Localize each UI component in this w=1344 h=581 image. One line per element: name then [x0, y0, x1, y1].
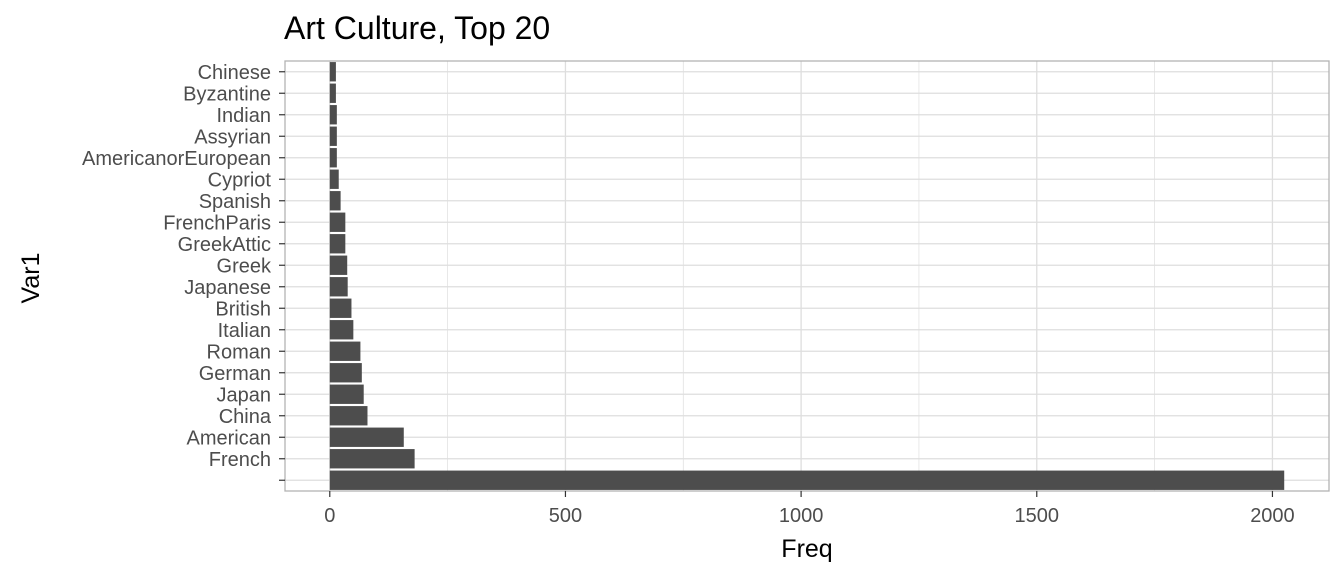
- x-tick-label: 1500: [1015, 505, 1060, 527]
- bar: [329, 169, 339, 189]
- x-tick-label: 2000: [1250, 505, 1295, 527]
- bar: [329, 105, 337, 125]
- bar: [329, 191, 341, 211]
- bar: [329, 277, 348, 297]
- bar: [329, 83, 336, 103]
- bar: [329, 212, 346, 232]
- y-tick-label: Chinese: [198, 62, 271, 84]
- bar: [329, 384, 364, 404]
- panel-border: [284, 60, 1330, 492]
- bar: [329, 406, 368, 426]
- x-axis-title: Freq: [781, 535, 832, 563]
- bar: [329, 126, 337, 146]
- y-tick-label: Roman: [207, 341, 271, 363]
- y-tick-label: AmericanorEuropean: [82, 148, 271, 170]
- y-tick-label: British: [215, 298, 271, 320]
- y-tick-label: Japan: [217, 384, 272, 406]
- y-tick-label: GreekAttic: [178, 234, 271, 256]
- bar: [329, 320, 354, 340]
- bar: [329, 255, 348, 275]
- y-tick-label: Greek: [217, 255, 272, 277]
- y-tick-label: Cypriot: [208, 169, 272, 191]
- grid-lines: [285, 61, 1329, 491]
- y-tick-label: Italian: [218, 320, 271, 342]
- bar: [329, 363, 362, 383]
- y-tick-label: FrenchParis: [163, 212, 271, 234]
- bar: [329, 298, 352, 318]
- x-tick-label: 500: [549, 505, 582, 527]
- y-axis-title: Var1: [17, 253, 45, 304]
- bar: [329, 62, 336, 82]
- bar: [329, 148, 337, 168]
- y-tick-label: Japanese: [184, 277, 271, 299]
- x-tick-label: 1000: [779, 505, 824, 527]
- y-tick-label: Indian: [217, 105, 272, 127]
- x-axis-ticks: 0 500 1000 1500 2000: [324, 491, 1295, 527]
- chart-title: Art Culture, Top 20: [284, 10, 550, 46]
- y-axis-ticks: FrenchAmericanChinaJapanGermanRomanItali…: [82, 62, 285, 481]
- y-tick-label: Byzantine: [183, 83, 271, 105]
- y-tick-label: China: [219, 406, 272, 428]
- y-tick-label: American: [187, 427, 271, 449]
- y-tick-label: Spanish: [199, 191, 271, 213]
- bar: [329, 341, 361, 361]
- y-tick-label: German: [199, 363, 271, 385]
- bar: [329, 234, 346, 254]
- bars: [329, 62, 1285, 490]
- x-tick-label: 0: [324, 505, 335, 527]
- y-tick-label: Assyrian: [194, 126, 271, 148]
- bar: [329, 470, 1285, 490]
- bar: [329, 427, 404, 447]
- y-tick-label: French: [209, 449, 271, 471]
- bar: [329, 449, 415, 469]
